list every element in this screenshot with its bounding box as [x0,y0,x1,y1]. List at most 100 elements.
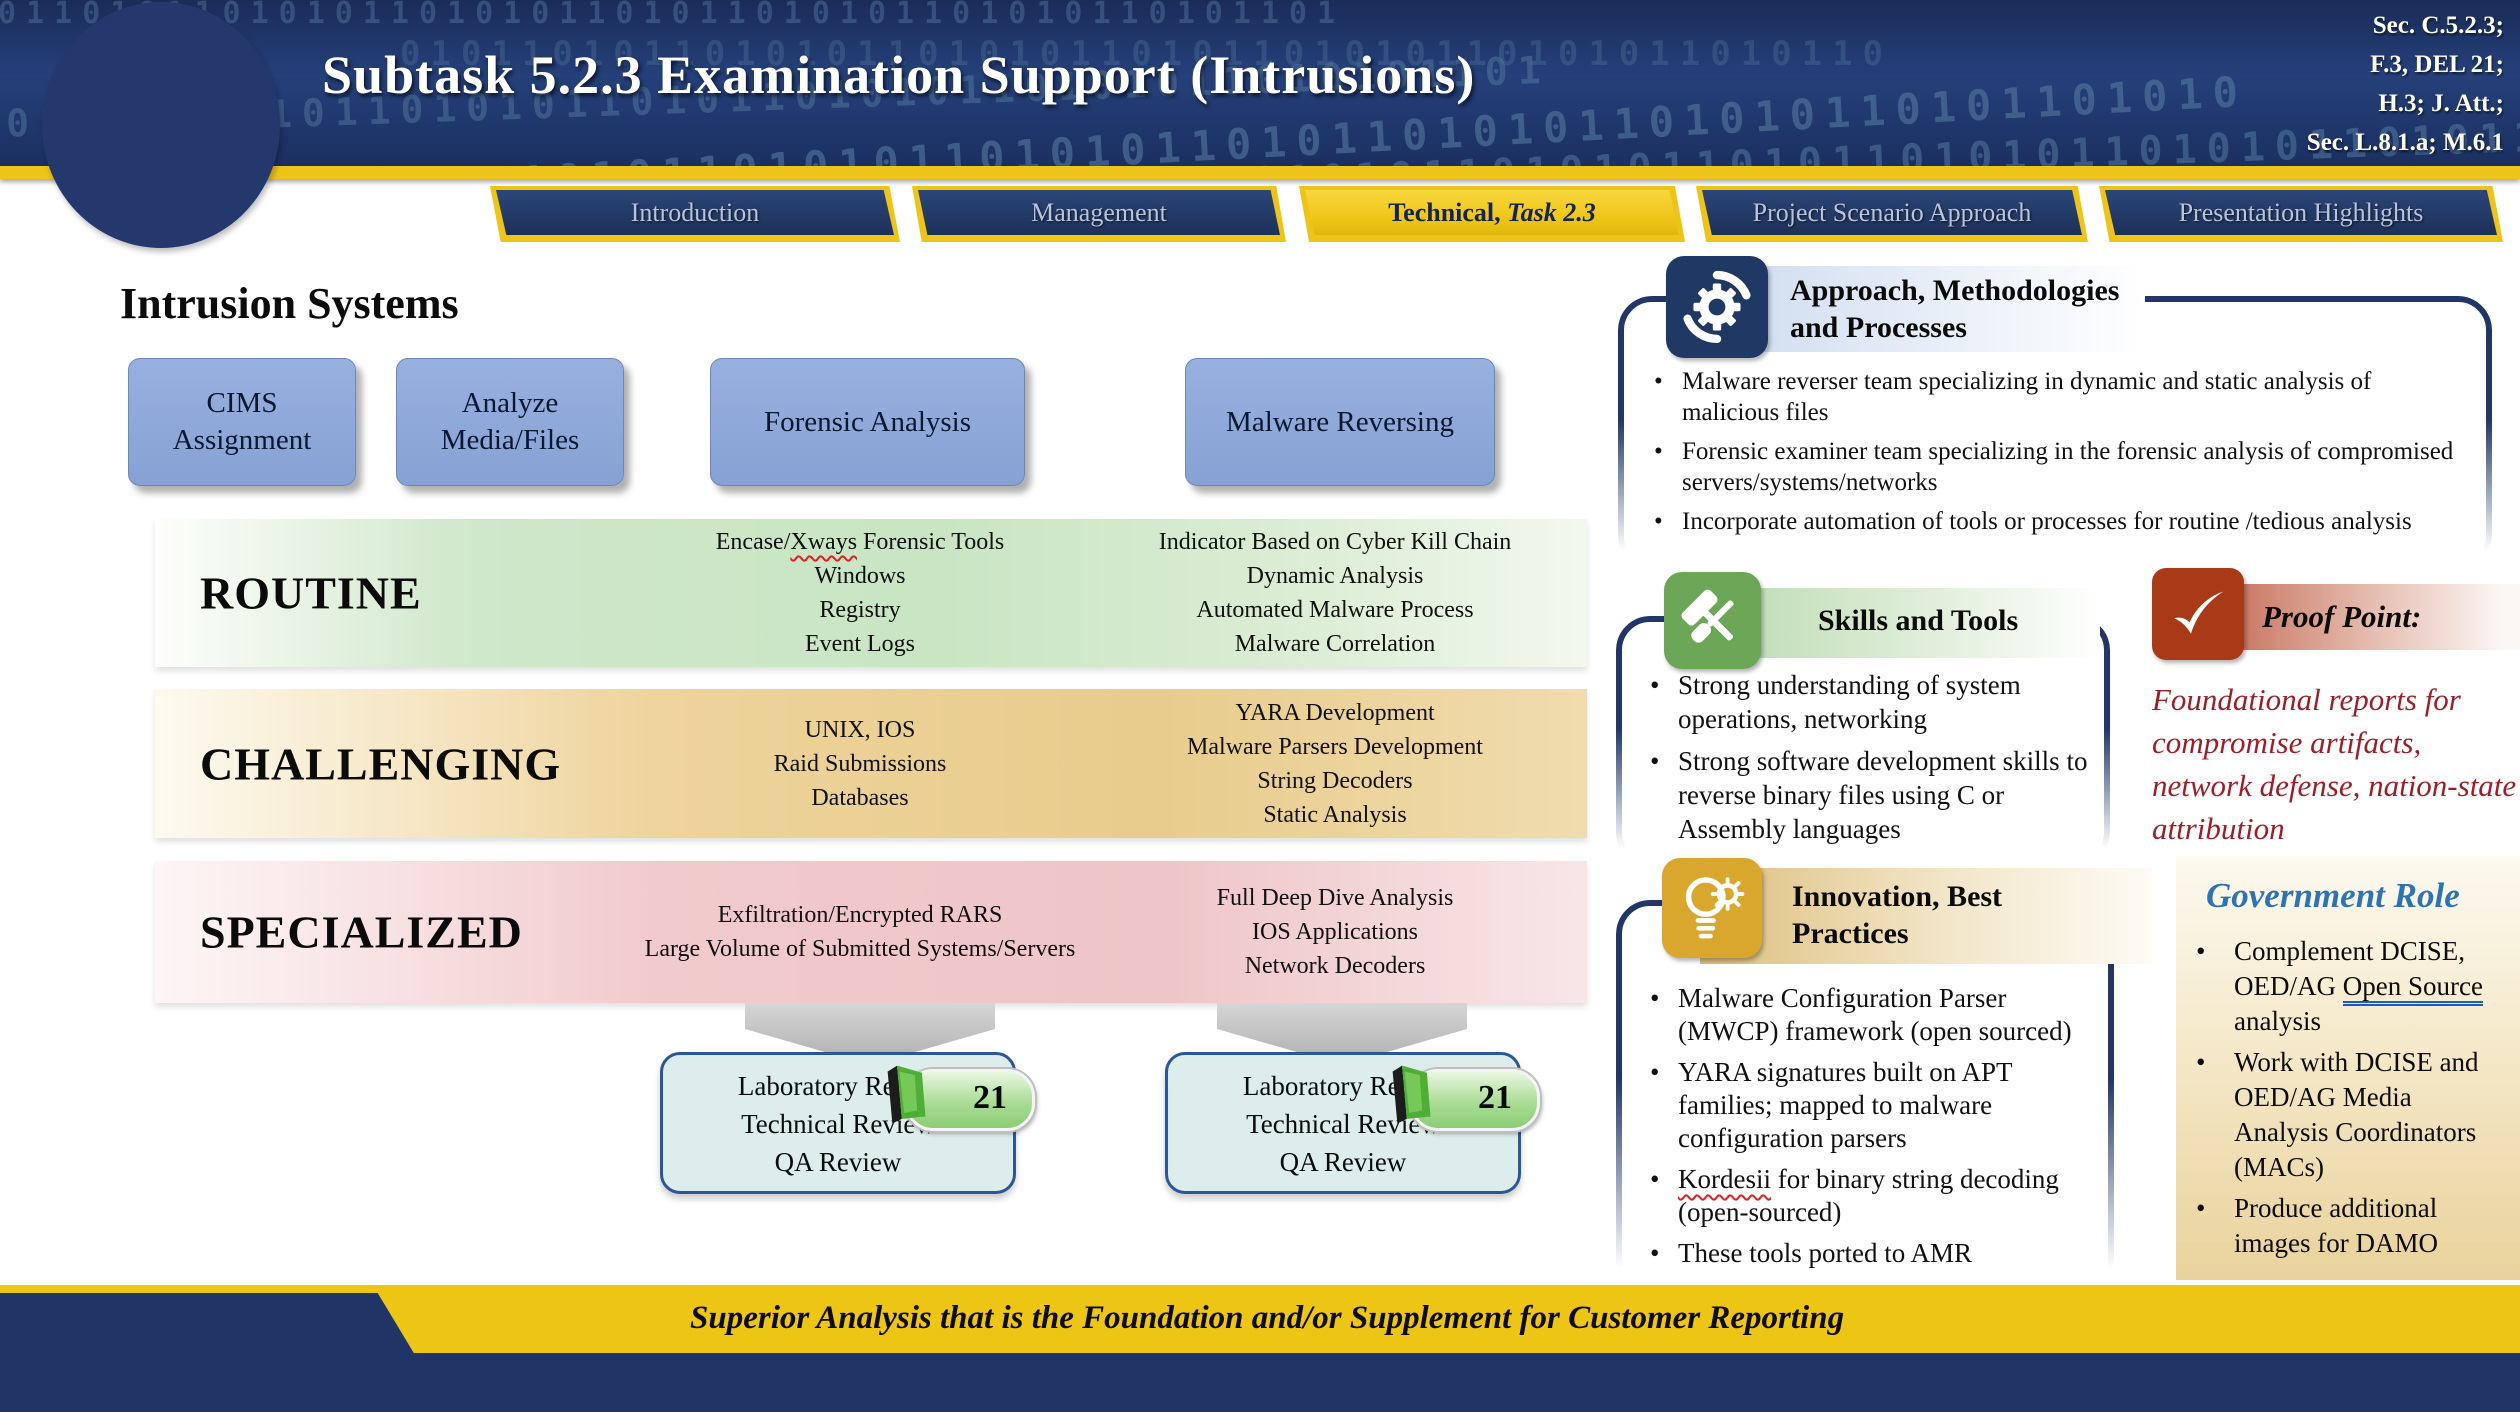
reference-line: Sec. L.8.1.a; M.6.1 [2306,129,2504,156]
skills-title-band [1700,588,2100,658]
page-title: Subtask 5.2.3 Examination Support (Intru… [322,45,1476,105]
band-line: Windows [814,563,906,589]
tab-management[interactable]: Management [912,186,1286,242]
lab-line: QA Review [774,1147,902,1177]
band-label: ROUTINE [200,567,422,619]
band-specialized: SPECIALIZED Exfiltration/Encrypted RARS … [155,861,1587,1003]
challenging-malware-items: YARA Development Malware Parsers Develop… [1085,696,1585,832]
lightbulb-gear-icon [1662,858,1762,958]
band-label: CHALLENGING [200,738,562,789]
bullet-item: Strong software development skills to re… [1644,744,2096,846]
footer-corner-shape [0,1293,415,1355]
band-line: IOS Applications [1252,919,1418,945]
band-line: YARA Development [1235,699,1435,726]
band-line: Full Deep Dive Analysis [1216,885,1454,911]
spellcheck-flagged-word: Kordesii [1678,1164,1771,1194]
routine-malware-items: Indicator Based on Cyber Kill Chain Dyna… [1085,525,1585,661]
bullet-item: Strong understanding of system operation… [1644,668,2096,736]
band-line: Malware Parsers Development [1187,733,1483,760]
bullet-item: Forensic examiner team specializing in t… [1648,436,2470,498]
gear-icon [1666,256,1768,358]
tools-icon [1664,572,1761,669]
bullet-item: Work with DCISE and OED/AG Media Analysi… [2190,1045,2502,1185]
approach-bullet-list: Malware reverser team specializing in dy… [1648,366,2470,545]
checkmark-icon [2152,568,2244,660]
lab-report-box-forensic: Laboratory Report Technical Review QA Re… [660,1052,1035,1194]
band-line: UNIX, IOS [804,716,916,743]
approach-panel-title: Approach, Methodologies and Processes [1790,274,2120,344]
tab-label: Management [1031,197,1167,227]
lab-line: QA Review [1279,1147,1407,1177]
routine-forensic-items: Encase/Xways Forensic Tools Windows Regi… [550,525,1170,661]
tab-label: Introduction [630,197,760,227]
book-icon [1392,1065,1431,1124]
tab-label: Presentation Highlights [2178,197,2424,227]
innovation-panel-title: Innovation, Best Practices [1792,880,2003,950]
reference-line: Sec. C.5.2.3; [2372,12,2504,39]
band-line: Raid Submissions [773,750,947,777]
band-line: Dynamic Analysis [1246,563,1424,589]
bullet-item: Incorporate automation of tools or proce… [1648,506,2470,537]
tab-project-scenario-approach[interactable]: Project Scenario Approach [1696,186,2088,242]
band-line: Network Decoders [1244,953,1426,979]
corner-circle-decoration [42,2,280,248]
specialized-malware-items: Full Deep Dive Analysis IOS Applications… [1085,881,1585,983]
band-line: Registry [819,597,901,623]
header-banner: 1011010110101011010101101011010101101010… [0,0,2520,168]
flowbox-malware-reversing: Malware Reversing [1185,358,1495,486]
band-line: Databases [811,784,909,811]
tab-introduction[interactable]: Introduction [490,186,900,242]
skills-bullet-list: Strong understanding of system operation… [1644,668,2096,854]
reference-line: H.3; J. Att.; [2378,90,2504,117]
tab-presentation-highlights[interactable]: Presentation Highlights [2099,186,2503,242]
footer-navy-band [0,1353,2520,1412]
bullet-item: These tools ported to AMR [1644,1237,2106,1270]
badge-count: 21 [973,1079,1007,1116]
band-routine: ROUTINE Encase/Xways Forensic Tools Wind… [155,519,1587,667]
band-line: Static Analysis [1263,801,1407,828]
contract-references: Sec. C.5.2.3; F.3, DEL 21; H.3; J. Att.;… [2307,6,2504,162]
badge-count: 21 [1478,1079,1512,1116]
spellcheck-flagged-word: Xways [790,529,858,555]
tab-technical-task-2-3[interactable]: Technical, Task 2.3 [1299,186,1685,242]
binary-pattern: 0101101011010101101010110101101010110101… [400,34,1894,74]
flowbox-forensic-analysis: Forensic Analysis [710,358,1025,486]
book-icon [887,1065,926,1124]
gold-divider [0,166,2520,179]
lab-report-box-malware: Laboratory Report Technical Review QA Re… [1165,1052,1540,1194]
bullet-item: Malware reverser team specializing in dy… [1648,366,2470,428]
bullet-item: Produce additional images for DAMO [2190,1191,2502,1261]
band-line: Large Volume of Submitted Systems/Server… [644,936,1076,962]
footer-tagline: Superior Analysis that is the Foundation… [690,1300,1845,1336]
innovation-title-band [1700,868,2152,964]
government-role-title: Government Role [2206,876,2460,915]
flowbox-cims-assignment: CIMS Assignment [128,358,356,486]
badge-pill [905,1069,1035,1131]
band-line: Exfiltration/Encrypted RARS [717,902,1003,928]
band-line: Automated Malware Process [1196,597,1474,623]
approach-title-band [1703,266,2145,352]
flowbox-analyze-media-files: Analyze Media/Files [396,358,624,486]
tab-label: Project Scenario Approach [1752,197,2032,227]
band-line: Malware Correlation [1234,631,1436,657]
band-line: Event Logs [805,631,915,657]
proof-point-text: Foundational reports for compromise arti… [2152,682,2517,846]
bullet-item: Complement DCISE, OED/AG Open Source ana… [2190,934,2502,1039]
report-count-badge: 21 [1380,1063,1544,1133]
band-line: Encase/Xways Forensic Tools [715,529,1005,555]
government-bullet-list: Complement DCISE, OED/AG Open Source ana… [2190,934,2502,1267]
band-challenging: CHALLENGING UNIX, IOS Raid Submissions D… [155,689,1587,838]
bullet-item: YARA signatures built on APT families; m… [1644,1056,2106,1155]
band-label: SPECIALIZED [200,906,523,958]
report-count-badge: 21 [875,1063,1039,1133]
footer-gold-band [0,1285,2520,1355]
band-line: String Decoders [1257,767,1413,794]
hyperlink-text[interactable]: Open Source [2342,971,2483,1006]
bullet-item: Malware Configuration Parser (MWCP) fram… [1644,982,2106,1048]
tab-label: Technical, Task 2.3 [1388,197,1596,227]
bullet-item: Kordesii for binary string decoding (ope… [1644,1163,2106,1229]
band-line: Indicator Based on Cyber Kill Chain [1158,529,1512,555]
government-role-panel: Government Role Complement DCISE, OED/AG… [2176,856,2520,1280]
innovation-bullet-list: Malware Configuration Parser (MWCP) fram… [1644,982,2106,1278]
badge-pill [1410,1069,1540,1131]
